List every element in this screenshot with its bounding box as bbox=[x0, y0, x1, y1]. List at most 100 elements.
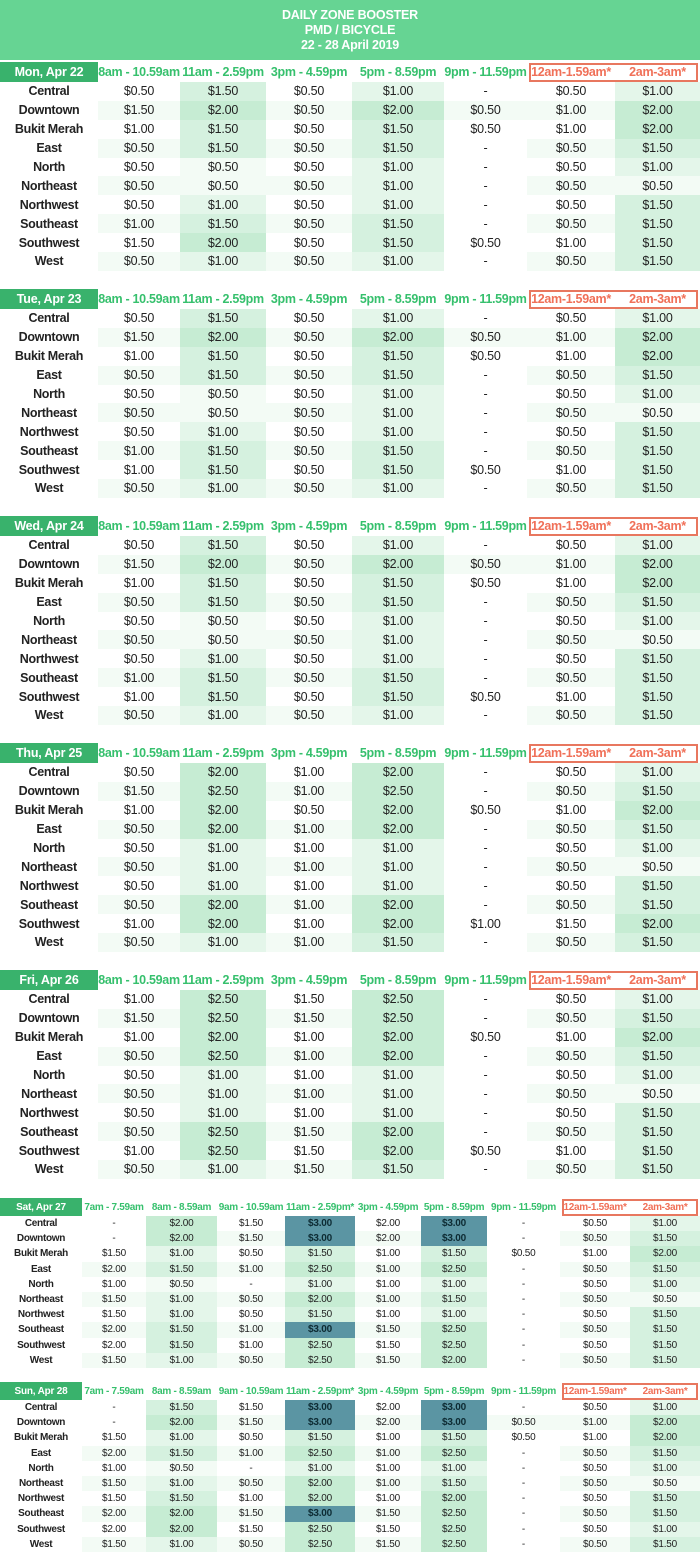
rate-cell: $0.50 bbox=[555, 197, 587, 212]
rate-cell: $1.50 bbox=[146, 1445, 217, 1461]
rate-cell: $0.50 bbox=[180, 176, 266, 196]
rate-cell: $1.00 bbox=[352, 195, 444, 215]
rate-cell: $2.50 bbox=[285, 1337, 355, 1353]
rate-cell: $1.50 bbox=[352, 933, 444, 952]
rate-cell: $1.50 bbox=[615, 706, 700, 725]
rate-cell: $0.50 bbox=[527, 441, 615, 461]
rate-cell: $1.50 bbox=[615, 933, 700, 952]
rate-cell: $2.00 bbox=[375, 1402, 401, 1414]
rate-cell: $0.50 bbox=[560, 1475, 630, 1492]
rate-cell: - bbox=[521, 1508, 526, 1520]
zone-label: West bbox=[29, 1538, 53, 1550]
zone-label: Bukit Merah bbox=[14, 349, 84, 364]
rate-cell: - bbox=[483, 765, 488, 780]
rate-cell: $1.50 bbox=[352, 138, 444, 158]
slot-header: 9pm - 11.59pm bbox=[444, 973, 527, 987]
rate-cell: $1.50 bbox=[352, 365, 444, 385]
rate-cell: $0.50 bbox=[180, 384, 266, 404]
rate-cell: - bbox=[483, 160, 488, 174]
rate-cell: $0.50 bbox=[555, 424, 587, 439]
rate-cell: $1.00 bbox=[146, 1430, 217, 1446]
table-row: Downtown - $2.00 $1.50 $3.00 $2.00 $3.00 $0.50 $… bbox=[0, 1415, 700, 1431]
rate-cell: - bbox=[521, 1354, 526, 1366]
rate-cell: $1.50 bbox=[238, 1523, 264, 1535]
rate-cell: $1.00 bbox=[180, 479, 266, 498]
rate-cell: $1.50 bbox=[146, 1261, 217, 1277]
rate-cell: $1.00 bbox=[293, 1105, 325, 1120]
rate-cell: $2.50 bbox=[421, 1445, 487, 1461]
table-row: Central $1.00 $2.50 $1.50 $2.50 - $0.50 $1.00 bbox=[0, 990, 700, 1009]
zone-label: West bbox=[29, 1354, 53, 1366]
rate-cell: $1.50 bbox=[615, 138, 700, 158]
zone-label: North bbox=[28, 1278, 54, 1290]
rate-cell: $1.50 bbox=[555, 916, 587, 931]
rate-cell: - bbox=[483, 216, 488, 231]
rate-cell: $0.50 bbox=[123, 878, 155, 893]
rate-cell: $1.00 bbox=[352, 309, 444, 328]
rate-cell: $3.00 bbox=[421, 1216, 487, 1232]
rate-cell: $1.50 bbox=[615, 895, 700, 915]
rate-cell: $1.00 bbox=[352, 384, 444, 404]
rate-cell: $0.50 bbox=[123, 614, 155, 628]
late-slot-header: 12am-1.59am* bbox=[531, 746, 611, 760]
rate-cell: $0.50 bbox=[527, 592, 615, 612]
rate-cell: $0.50 bbox=[266, 327, 352, 347]
rate-cell: $1.50 bbox=[180, 460, 266, 480]
zone-label: Northwest bbox=[19, 878, 79, 893]
table-row: Southwest $1.50 $2.00 $0.50 $1.50 $0.50 $1.00 $… bbox=[0, 233, 700, 253]
slot-header: 9pm - 11.59pm bbox=[444, 292, 527, 306]
rate-cell: $0.50 bbox=[582, 1523, 608, 1535]
rate-cell: $1.00 bbox=[180, 706, 266, 725]
late-slot-header: 2am-3am* bbox=[629, 973, 686, 987]
rate-cell: $1.50 bbox=[352, 441, 444, 461]
rate-cell: $1.50 bbox=[82, 1352, 146, 1368]
zone-label: Northwest bbox=[19, 424, 79, 439]
zone-label: West bbox=[34, 935, 64, 950]
rate-cell: $0.50 bbox=[560, 1445, 630, 1461]
rate-cell: - bbox=[483, 84, 488, 99]
zone-label: Northwest bbox=[17, 1309, 65, 1321]
rate-cell: $2.50 bbox=[285, 1536, 355, 1552]
rate-cell: $2.50 bbox=[352, 1008, 444, 1028]
rate-cell: $1.00 bbox=[555, 462, 587, 477]
table-header-row: Sat, Apr 27 7am - 7.59am 8am - 8.59am 9am -… bbox=[0, 1198, 700, 1216]
rate-cell: $0.50 bbox=[293, 803, 325, 818]
zone-label: Bukit Merah bbox=[14, 122, 84, 137]
rate-cell: $1.00 bbox=[180, 933, 266, 952]
rate-cell: $1.00 bbox=[98, 214, 180, 234]
rate-cell: $0.50 bbox=[582, 1402, 608, 1414]
rate-cell: - bbox=[483, 311, 488, 326]
rate-cell: $2.00 bbox=[375, 1218, 401, 1230]
rate-cell: $2.00 bbox=[615, 800, 700, 820]
rate-cell: $2.00 bbox=[615, 119, 700, 139]
rate-cell: - bbox=[483, 822, 488, 837]
rate-cell: $1.00 bbox=[180, 1084, 266, 1104]
rate-cell: $0.50 bbox=[180, 403, 266, 423]
rate-cell: - bbox=[249, 1462, 253, 1474]
late-slot-header: 12am-1.59am* bbox=[563, 1201, 627, 1213]
rate-cell: $1.00 bbox=[555, 349, 587, 364]
rate-cell: $0.50 bbox=[555, 1105, 587, 1120]
rate-cell: $2.50 bbox=[285, 1445, 355, 1461]
rate-cell: $0.50 bbox=[266, 176, 352, 196]
rate-cell: $1.50 bbox=[146, 1337, 217, 1353]
day-label: Sat, Apr 27 bbox=[0, 1198, 82, 1216]
rate-cell: $1.50 bbox=[630, 1491, 700, 1507]
rate-cell: $1.50 bbox=[355, 1506, 421, 1522]
rate-cell: $1.50 bbox=[615, 1141, 700, 1161]
slot-header: 11am - 2.59pm bbox=[182, 746, 264, 760]
rate-cell: $1.50 bbox=[82, 1291, 146, 1308]
zone-label: Southwest bbox=[18, 916, 80, 931]
rate-cell: $0.50 bbox=[555, 84, 587, 99]
rate-cell: $0.50 bbox=[527, 176, 615, 196]
rate-cell: $2.00 bbox=[615, 346, 700, 366]
table-row: Downtown $1.50 $2.00 $0.50 $2.00 $0.50 $1.00 $2… bbox=[0, 327, 700, 347]
rate-cell: $1.50 bbox=[630, 1445, 700, 1461]
rate-cell: - bbox=[483, 992, 488, 1007]
rate-cell: $0.50 bbox=[555, 878, 587, 893]
rate-cell: $1.00 bbox=[421, 1307, 487, 1323]
rate-cell: $1.00 bbox=[470, 916, 501, 931]
rate-cell: $0.50 bbox=[615, 630, 700, 650]
rate-cell: $1.50 bbox=[98, 781, 180, 801]
zone-label: Bukit Merah bbox=[14, 803, 84, 818]
